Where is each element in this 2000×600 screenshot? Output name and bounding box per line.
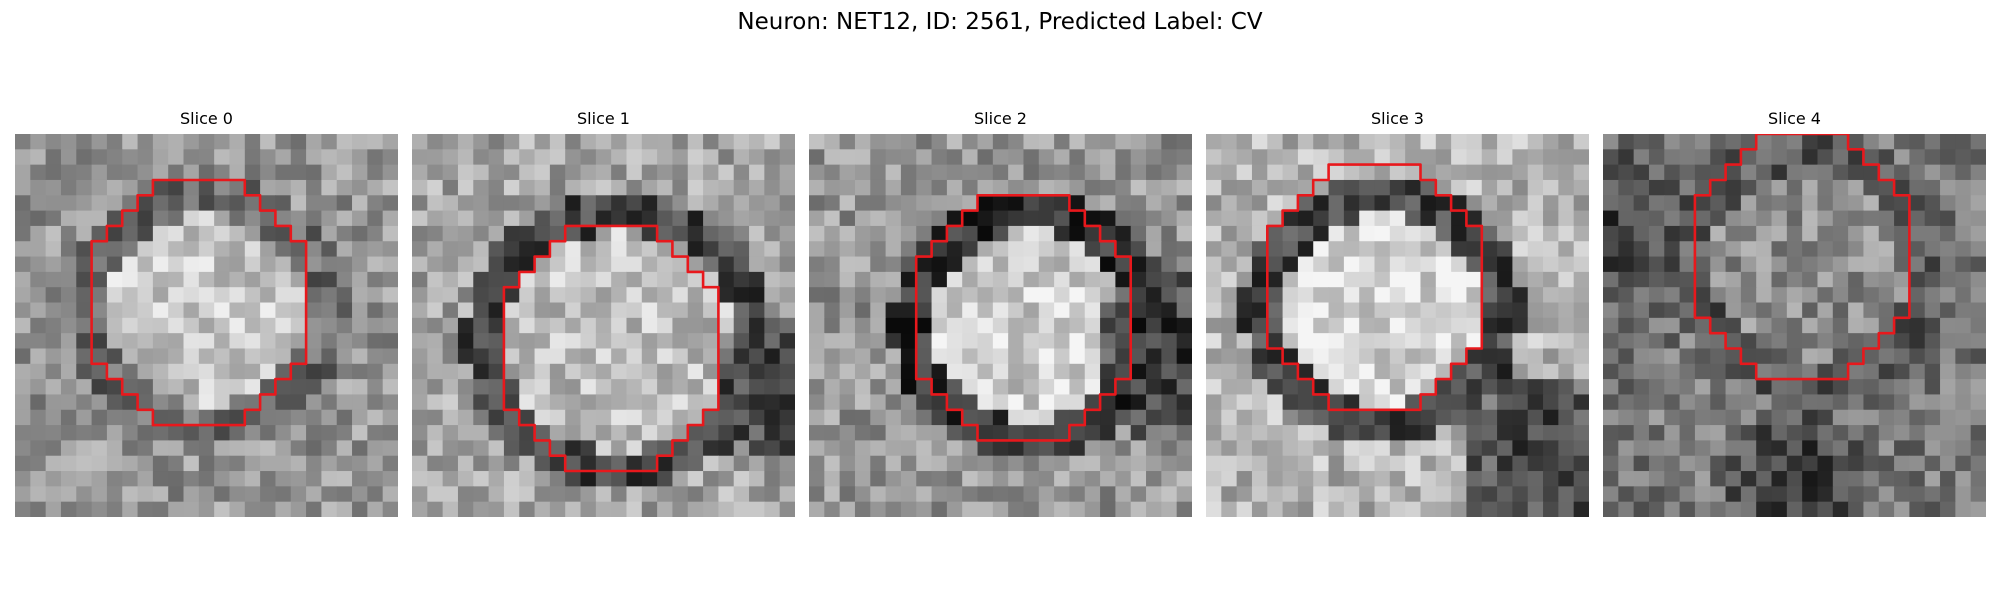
slice-panel-3: Slice 3	[1206, 108, 1589, 518]
roi-contour-4	[1693, 134, 1911, 381]
slice-panel-1: Slice 1	[412, 108, 795, 518]
roi-contour-2	[914, 193, 1133, 442]
roi-contour-1	[502, 224, 720, 473]
slice-title-0: Slice 0	[180, 109, 233, 128]
slice-panel-0: Slice 0	[15, 108, 398, 518]
slice-title-3: Slice 3	[1371, 109, 1424, 128]
roi-contour-0	[90, 178, 308, 427]
slice-title-1: Slice 1	[577, 109, 630, 128]
slice-panel-2: Slice 2	[809, 108, 1192, 518]
roi-contour-3	[1265, 163, 1484, 412]
slice-title-4: Slice 4	[1768, 109, 1821, 128]
slice-title-2: Slice 2	[974, 109, 1027, 128]
slice-image-4	[1603, 134, 1986, 517]
figure-title: Neuron: NET12, ID: 2561, Predicted Label…	[737, 9, 1263, 35]
slice-image-0	[15, 134, 398, 517]
slice-panel-4: Slice 4	[1603, 108, 1986, 518]
slice-image-3	[1206, 134, 1589, 517]
slice-image-1	[412, 134, 795, 517]
slice-image-2	[809, 134, 1192, 517]
